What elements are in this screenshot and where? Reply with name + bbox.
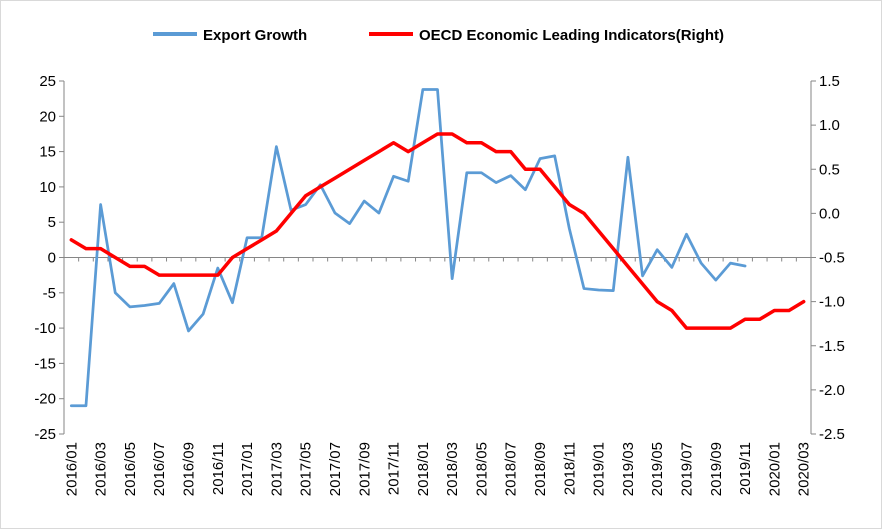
x-axis-tick-label: 2017/09 <box>356 442 373 496</box>
x-axis-tick-label: 2017/11 <box>386 442 403 495</box>
right-axis-tick-label: -1.5 <box>819 338 845 355</box>
x-axis-tick-label: 2018/05 <box>473 442 490 496</box>
x-axis-tick-label: 2019/05 <box>649 442 666 496</box>
right-axis-tick-label: -1.0 <box>819 294 845 311</box>
x-axis-tick-label: 2018/09 <box>532 442 549 496</box>
x-axis-tick-label: 2016/11 <box>210 442 227 495</box>
left-axis-tick-label: 0 <box>48 250 56 267</box>
left-axis-tick-label: -25 <box>34 426 56 443</box>
left-axis-tick-label: -10 <box>34 320 56 337</box>
x-axis-tick-label: 2018/07 <box>503 442 520 496</box>
legend-label-export-growth: Export Growth <box>203 27 307 44</box>
x-axis-tick-label: 2016/03 <box>93 442 110 496</box>
x-axis-tick-label: 2018/03 <box>444 442 461 496</box>
series-line-oecd-leading-indicators <box>71 134 803 328</box>
series-line-export-growth <box>71 89 745 405</box>
x-axis-tick-label: 2017/03 <box>268 442 285 496</box>
x-axis-tick-label: 2020/01 <box>766 442 783 496</box>
left-axis-tick-label: -15 <box>34 355 56 372</box>
x-axis-tick-label: 2017/05 <box>298 442 315 496</box>
x-axis-tick-label: 2016/09 <box>181 442 198 496</box>
right-axis-tick-label: 1.5 <box>819 73 840 90</box>
left-axis-tick-label: -20 <box>34 391 56 408</box>
series-layer <box>71 89 803 405</box>
left-axis-tick-label: 10 <box>39 179 56 196</box>
x-axis-tick-label: 2016/01 <box>63 442 80 496</box>
right-axis-tick-label: -0.5 <box>819 250 845 267</box>
x-axis-tick-label: 2016/05 <box>122 442 139 496</box>
x-axis-tick-label: 2019/07 <box>679 442 696 496</box>
left-axis-tick-label: 20 <box>39 108 56 125</box>
axes: 25 20 15 10 5 0 -5 -10 -15 -20 -25 1.5 1.0 0.5 0.0 -0.5… <box>34 73 845 496</box>
right-axis-tick-label: -2.0 <box>819 382 845 399</box>
right-axis-tick-label: 0.5 <box>819 161 840 178</box>
left-axis-tick-label: 5 <box>48 214 56 231</box>
x-axis-tick-label: 2019/01 <box>591 442 608 496</box>
left-axis-tick-label: 15 <box>39 144 56 161</box>
left-axis-tick-label: -5 <box>43 285 56 302</box>
right-axis-tick-label: 0.0 <box>819 205 840 222</box>
x-axis-tick-label: 2017/01 <box>239 442 256 496</box>
x-axis-tick-label: 2018/11 <box>561 442 578 495</box>
x-axis-tick-label: 2019/11 <box>737 442 754 495</box>
x-axis-tick-label: 2018/01 <box>415 442 432 496</box>
legend: Export Growth OECD Economic Leading Indi… <box>153 27 724 44</box>
x-axis-tick-label: 2020/03 <box>796 442 813 496</box>
right-axis-tick-label: -2.5 <box>819 426 845 443</box>
x-axis-tick-label: 2016/07 <box>151 442 168 496</box>
x-axis-tick-label: 2019/09 <box>708 442 725 496</box>
right-axis-tick-label: 1.0 <box>819 117 840 134</box>
left-axis-tick-label: 25 <box>39 73 56 90</box>
x-axis-tick-label: 2019/03 <box>620 442 637 496</box>
x-axis-tick-label: 2017/07 <box>327 442 344 496</box>
legend-label-oecd-leading-indicators: OECD Economic Leading Indicators(Right) <box>419 27 724 44</box>
